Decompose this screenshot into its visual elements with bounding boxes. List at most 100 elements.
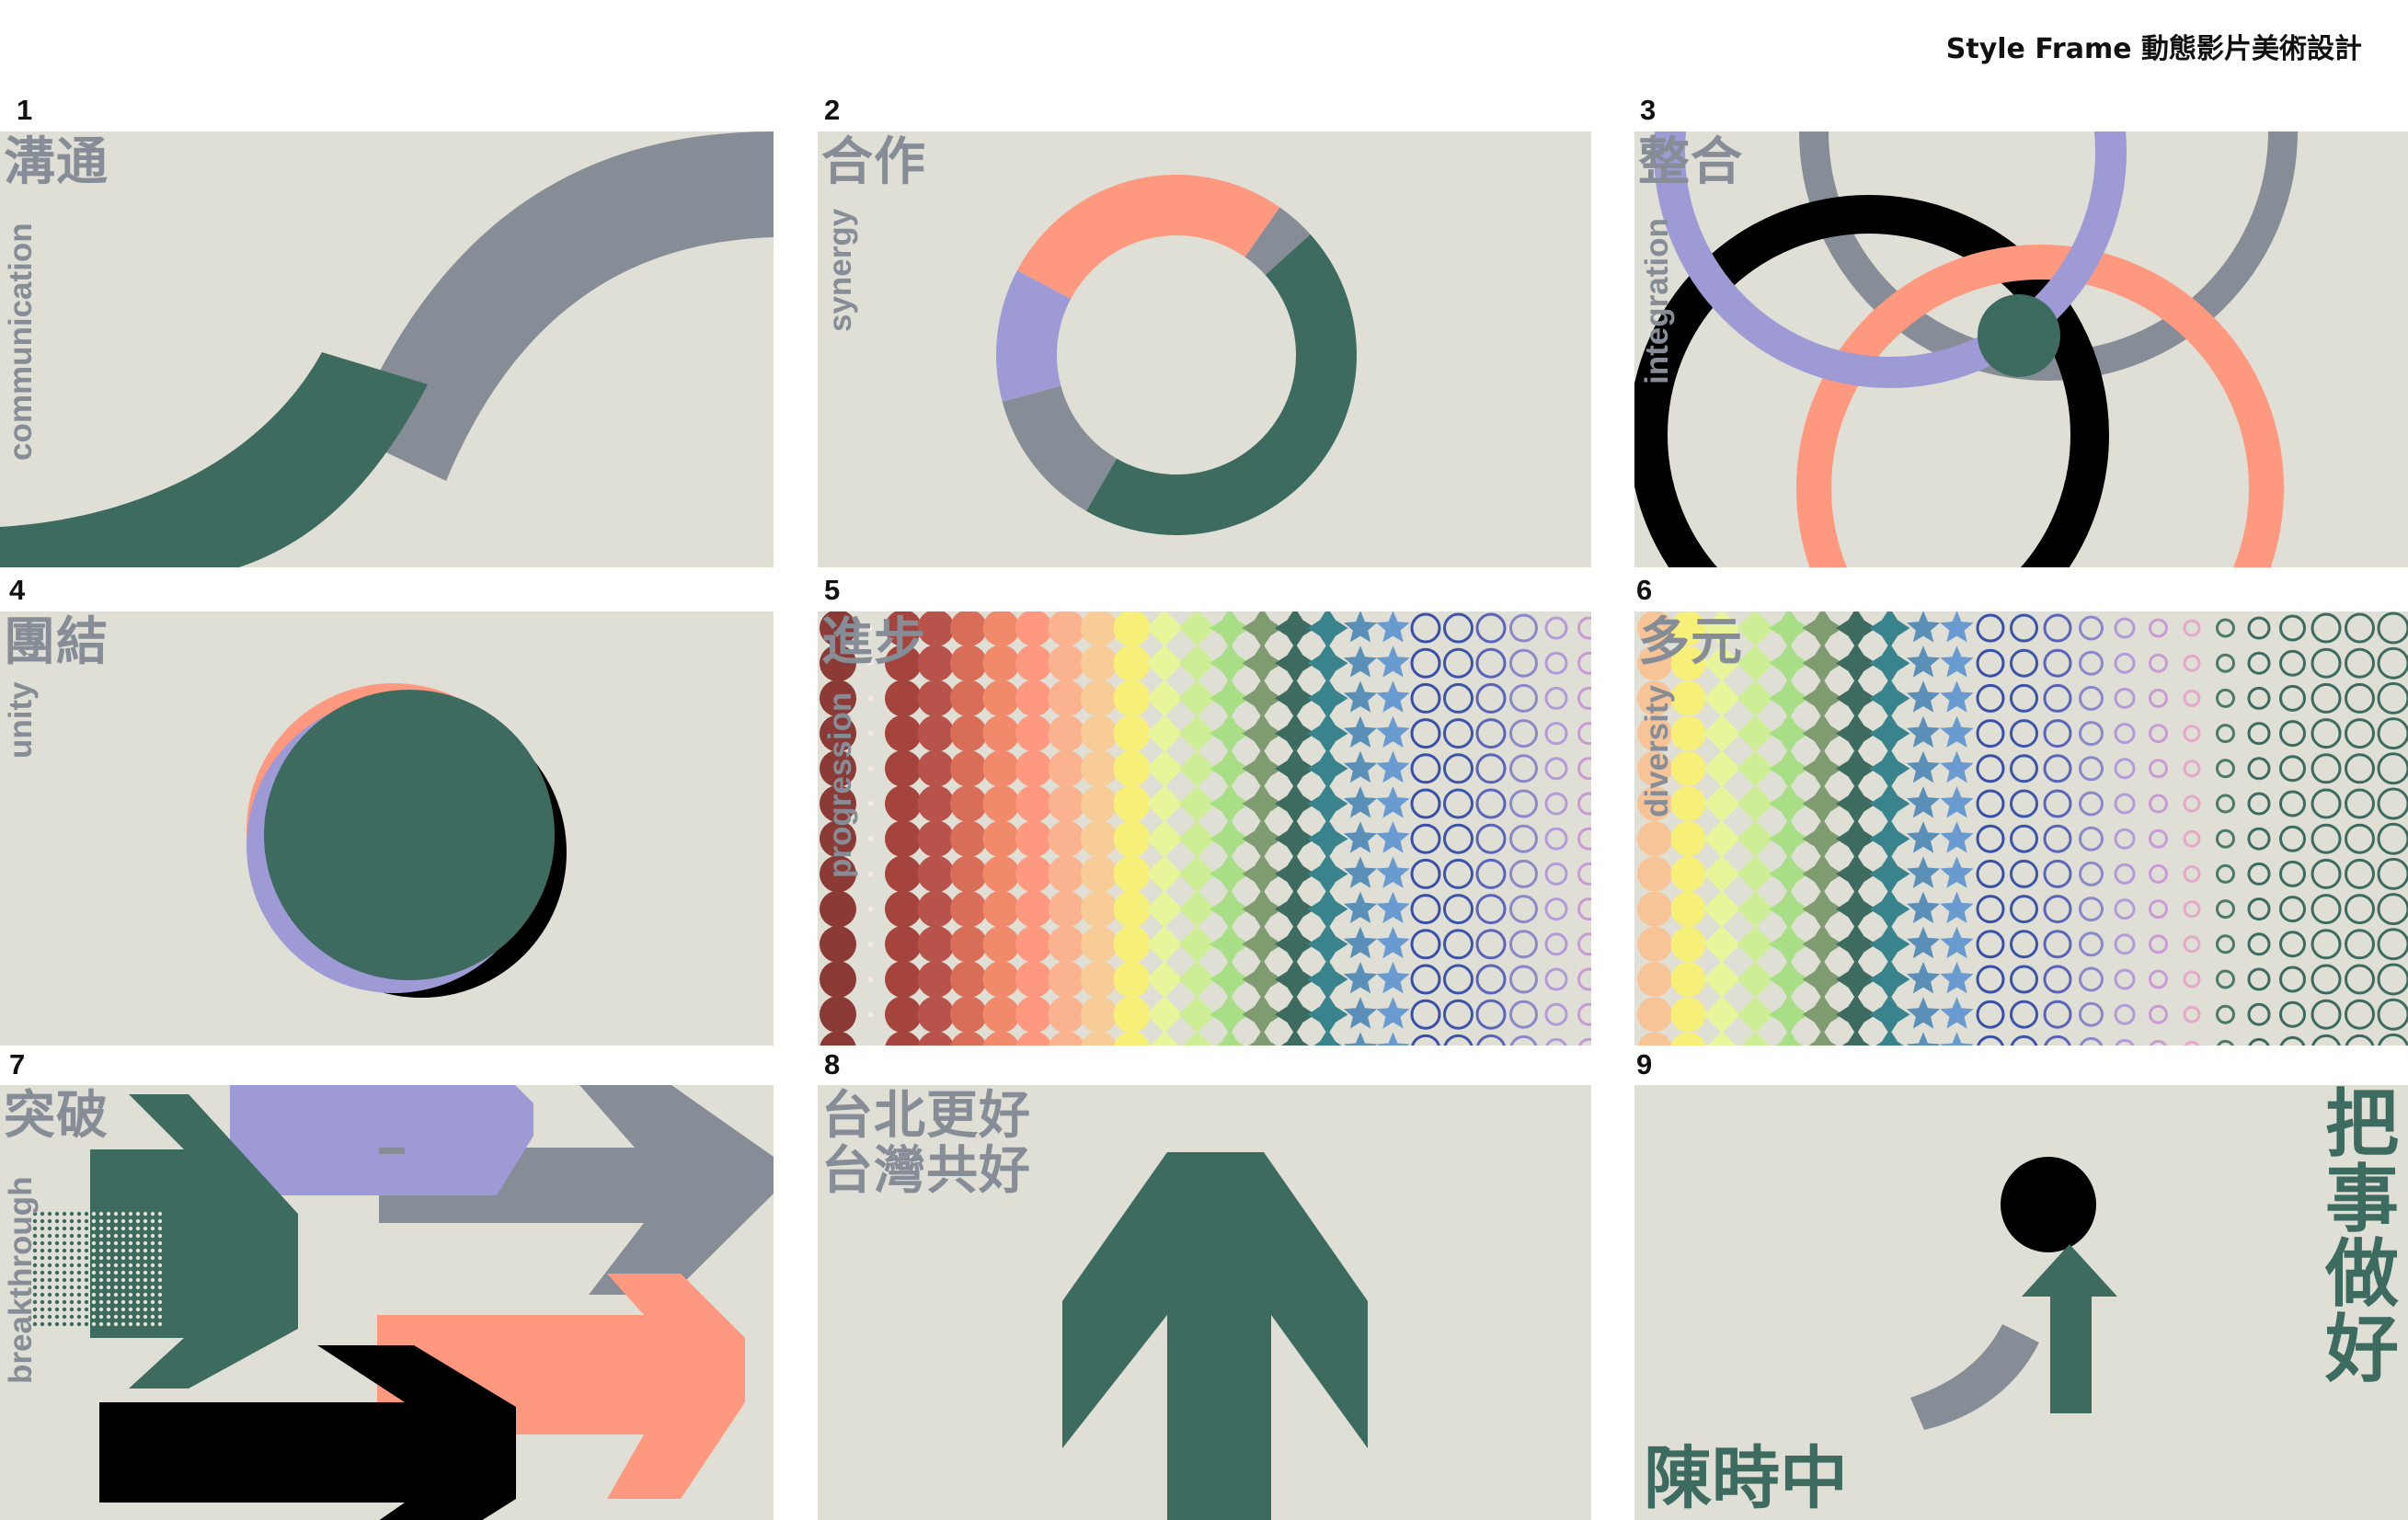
halftone-dot <box>40 1270 45 1275</box>
pattern-cross <box>1307 994 1348 1035</box>
pattern-diamond <box>1178 961 1216 998</box>
halftone-dot <box>157 1270 163 1275</box>
pattern-ring <box>1443 858 1473 889</box>
pattern-cross <box>1210 853 1250 895</box>
halftone-dot <box>98 1321 104 1327</box>
pattern-ring <box>2279 966 2306 993</box>
donut-salmon-segment <box>1016 175 1280 299</box>
halftone-dot <box>54 1255 60 1261</box>
pattern-cross <box>1869 888 1910 930</box>
pattern-star <box>1940 821 1974 853</box>
frame-3-english-label: integration <box>1639 218 1675 384</box>
pattern-ring <box>1509 965 1538 994</box>
pattern-star <box>1376 997 1410 1029</box>
style-frame-2-synergy[interactable]: 合作 synergy <box>818 131 1591 567</box>
frame-7-chinese-title: 突破 <box>4 1086 109 1146</box>
pattern-diamond <box>1703 996 1740 1034</box>
halftone-dot <box>91 1307 97 1312</box>
pattern-ring <box>2377 998 2408 1031</box>
pattern-ring <box>1475 929 1507 960</box>
style-frame-9-closing[interactable]: 把事做好 陳時中 <box>1634 1085 2408 1520</box>
style-frame-1-communication[interactable]: 溝通 communication <box>0 131 774 567</box>
pattern-disc <box>982 996 1020 1034</box>
pattern-ring <box>2247 1002 2271 1026</box>
pattern-diamond <box>1178 611 1216 646</box>
pattern-ring <box>2345 647 2375 679</box>
halftone-dot <box>157 1233 163 1239</box>
pattern-disc <box>1081 611 1118 646</box>
halftone-dot <box>143 1240 148 1246</box>
pattern-diamond <box>1703 611 1740 646</box>
style-frame-5-progression[interactable]: 進步 progression <box>818 611 1591 1046</box>
pattern-ring <box>1976 719 2005 749</box>
pattern-dot <box>867 906 874 912</box>
pattern-ring <box>2216 829 2235 849</box>
pattern-disc <box>820 785 856 822</box>
pattern-ring <box>1577 722 1591 746</box>
pattern-disc <box>1015 890 1052 928</box>
frame-3-artwork <box>1634 131 2298 567</box>
pattern-diamond <box>1178 749 1216 787</box>
pattern-ring <box>1976 789 2005 818</box>
frame-8-title-line-1: 台北更好 <box>821 1086 1031 1146</box>
halftone-dot <box>98 1218 104 1224</box>
frame-2-english-label: synergy <box>822 208 858 332</box>
pattern-cross <box>1307 748 1348 789</box>
style-frame-7-breakthrough[interactable]: 突破 breakthrough <box>0 1085 774 1520</box>
pattern-cross <box>1769 994 1809 1035</box>
halftone-dot <box>40 1211 45 1217</box>
frame-8-title-line-2: 台灣共好 <box>821 1141 1031 1202</box>
style-frame-6-diversity[interactable]: 多元 diversity <box>1634 611 2408 1046</box>
pattern-ring <box>1976 824 2005 853</box>
pattern-disc <box>1113 961 1151 998</box>
pattern-ring <box>1411 1034 1440 1046</box>
halftone-dot <box>143 1270 148 1275</box>
pattern-cross <box>1313 1029 1342 1046</box>
pattern-diamond <box>1737 890 1774 928</box>
halftone-dot <box>62 1277 67 1283</box>
pattern-star <box>1343 891 1378 923</box>
halftone-dot <box>40 1314 45 1320</box>
pattern-diamond <box>1146 714 1183 752</box>
pattern-cross <box>1242 923 1283 965</box>
pattern-diamond <box>1178 645 1216 682</box>
pattern-disc <box>1113 855 1151 893</box>
pattern-ring <box>2216 863 2235 884</box>
style-frame-3-integration[interactable]: 整合 integration <box>1634 131 2408 567</box>
halftone-dot <box>135 1277 141 1283</box>
halftone-dot <box>69 1218 75 1224</box>
pattern-disc <box>820 996 856 1034</box>
pattern-star <box>1906 997 1941 1029</box>
pattern-ring <box>2345 894 2375 925</box>
halftone-dot <box>113 1218 119 1224</box>
pattern-cross <box>1210 888 1250 930</box>
purple-ring <box>1654 131 2127 388</box>
pattern-disc <box>917 680 955 717</box>
style-frame-4-unity[interactable]: 團結 unity <box>0 611 774 1046</box>
pattern-disc <box>982 714 1020 752</box>
halftone-dot <box>84 1218 89 1224</box>
pattern-ring <box>1475 999 1507 1030</box>
pattern-ring <box>2010 754 2038 783</box>
pattern-ring <box>2247 792 2271 816</box>
pattern-diamond <box>1703 925 1740 963</box>
pattern-disc <box>885 1031 922 1046</box>
halftone-dot <box>69 1233 75 1239</box>
halftone-dot <box>32 1233 38 1239</box>
halftone-dot <box>135 1240 141 1246</box>
pattern-ring <box>2114 898 2136 920</box>
pattern-ring <box>2079 1001 2104 1027</box>
pattern-ring <box>2149 899 2168 920</box>
halftone-dot <box>62 1240 67 1246</box>
halftone-dot <box>76 1218 82 1224</box>
pattern-ring <box>1410 612 1441 644</box>
halftone-dot <box>157 1211 163 1217</box>
gray-ring <box>1799 131 2298 381</box>
halftone-dot <box>62 1248 67 1253</box>
pattern-ring <box>1443 788 1473 819</box>
pattern-disc <box>1048 925 1085 963</box>
frame-1-artwork <box>0 131 774 567</box>
frame-1-chinese-title: 溝通 <box>4 132 109 192</box>
style-frame-8-taipei[interactable]: 台北更好 台灣共好 <box>818 1085 1591 1520</box>
halftone-dot <box>76 1211 82 1217</box>
